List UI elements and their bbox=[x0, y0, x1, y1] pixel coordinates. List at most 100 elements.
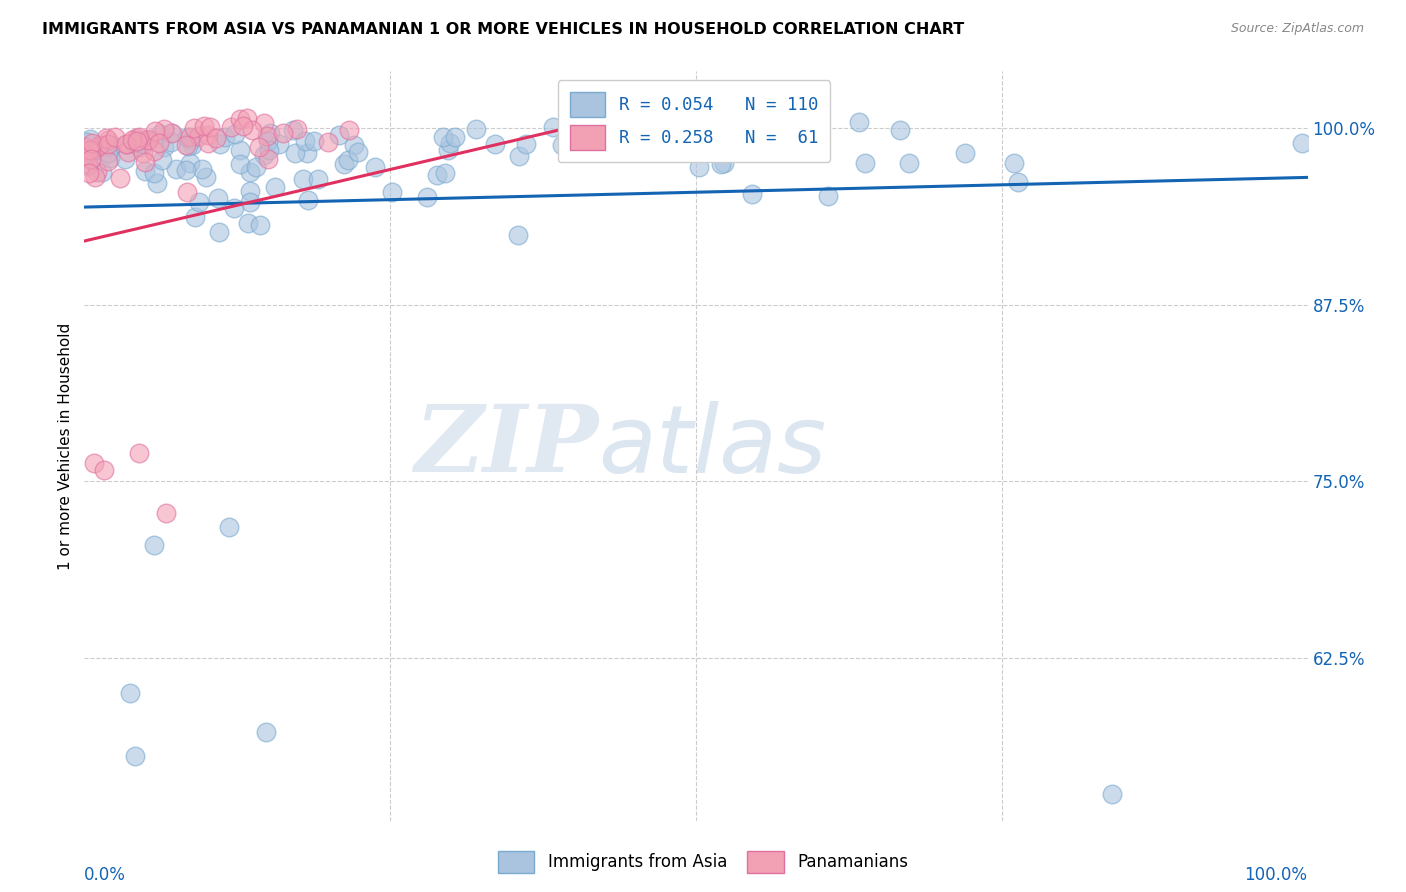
Point bbox=[165, 162, 187, 177]
Point bbox=[898, 155, 921, 169]
Point bbox=[218, 520, 240, 534]
Point bbox=[83, 456, 105, 470]
Point bbox=[100, 138, 122, 153]
Point bbox=[82, 136, 104, 150]
Point bbox=[177, 139, 200, 153]
Point bbox=[160, 135, 183, 149]
Point bbox=[506, 227, 529, 242]
Point bbox=[197, 128, 219, 142]
Point bbox=[77, 157, 100, 171]
Point bbox=[97, 146, 120, 161]
Point bbox=[146, 176, 169, 190]
Point bbox=[176, 130, 198, 145]
Point bbox=[953, 145, 976, 160]
Point bbox=[124, 749, 146, 764]
Point bbox=[150, 153, 173, 167]
Point bbox=[86, 164, 108, 178]
Point bbox=[257, 152, 280, 166]
Point bbox=[239, 195, 262, 210]
Point bbox=[174, 138, 197, 153]
Point bbox=[180, 133, 202, 147]
Point bbox=[138, 131, 160, 145]
Point bbox=[97, 153, 120, 168]
Point bbox=[184, 210, 207, 224]
Text: 100.0%: 100.0% bbox=[1244, 865, 1308, 884]
Point bbox=[853, 156, 876, 170]
Point bbox=[90, 165, 112, 179]
Point bbox=[134, 164, 156, 178]
Point bbox=[337, 123, 360, 137]
Point bbox=[284, 145, 307, 160]
Point bbox=[713, 156, 735, 170]
Point bbox=[297, 145, 319, 160]
Point bbox=[176, 185, 198, 199]
Point bbox=[115, 136, 138, 151]
Point bbox=[465, 122, 488, 136]
Point bbox=[207, 191, 229, 205]
Point bbox=[84, 143, 107, 157]
Point bbox=[245, 160, 267, 174]
Point bbox=[118, 686, 141, 700]
Point bbox=[187, 194, 209, 209]
Point bbox=[710, 157, 733, 171]
Point bbox=[247, 140, 270, 154]
Point bbox=[550, 137, 572, 152]
Point bbox=[188, 129, 211, 144]
Point bbox=[1002, 156, 1025, 170]
Point bbox=[143, 166, 166, 180]
Point bbox=[688, 160, 710, 174]
Text: atlas: atlas bbox=[598, 401, 827, 491]
Point bbox=[294, 134, 316, 148]
Point bbox=[515, 137, 537, 152]
Point bbox=[76, 135, 98, 149]
Text: Source: ZipAtlas.com: Source: ZipAtlas.com bbox=[1230, 22, 1364, 36]
Point bbox=[336, 153, 359, 167]
Point bbox=[228, 143, 250, 157]
Point bbox=[153, 140, 176, 154]
Legend: Immigrants from Asia, Panamanians: Immigrants from Asia, Panamanians bbox=[491, 845, 915, 880]
Point bbox=[208, 137, 231, 152]
Point bbox=[83, 169, 105, 184]
Point bbox=[110, 170, 132, 185]
Point bbox=[232, 119, 254, 133]
Point bbox=[128, 130, 150, 145]
Point bbox=[240, 123, 263, 137]
Point bbox=[257, 143, 280, 157]
Point bbox=[193, 120, 215, 134]
Point bbox=[198, 120, 221, 135]
Point bbox=[239, 184, 262, 198]
Point bbox=[143, 145, 166, 159]
Point bbox=[541, 120, 564, 135]
Point bbox=[117, 145, 139, 159]
Point bbox=[724, 120, 747, 134]
Point bbox=[181, 137, 204, 152]
Point bbox=[224, 201, 246, 215]
Point bbox=[432, 130, 454, 145]
Point bbox=[281, 122, 304, 136]
Point bbox=[648, 117, 671, 131]
Point bbox=[179, 129, 201, 144]
Point bbox=[817, 189, 839, 203]
Point bbox=[333, 156, 356, 170]
Point bbox=[160, 127, 183, 141]
Point bbox=[115, 136, 138, 151]
Text: 0.0%: 0.0% bbox=[84, 865, 127, 884]
Point bbox=[132, 132, 155, 146]
Point bbox=[228, 112, 250, 126]
Point bbox=[127, 135, 149, 149]
Point bbox=[1101, 787, 1123, 801]
Point bbox=[259, 126, 281, 140]
Point bbox=[183, 121, 205, 136]
Point bbox=[302, 135, 325, 149]
Point bbox=[426, 168, 449, 182]
Point bbox=[125, 136, 148, 150]
Point bbox=[508, 149, 530, 163]
Point bbox=[328, 128, 350, 142]
Point bbox=[208, 225, 231, 239]
Point bbox=[439, 136, 461, 150]
Point bbox=[155, 506, 177, 520]
Point bbox=[236, 111, 259, 125]
Point bbox=[149, 127, 172, 141]
Point bbox=[889, 123, 911, 137]
Point bbox=[114, 152, 136, 166]
